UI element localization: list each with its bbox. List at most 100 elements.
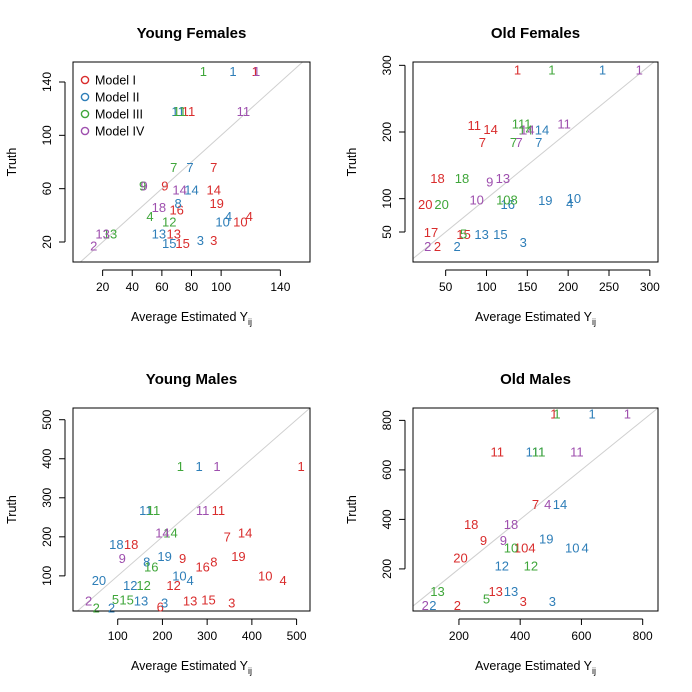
x-tick-label: 300 — [640, 280, 660, 294]
data-point: 12 — [495, 558, 509, 573]
data-point: 108 — [496, 193, 518, 208]
x-tick-label: 50 — [439, 280, 453, 294]
data-point: 4 — [581, 540, 588, 555]
y-axis-label: Truth — [345, 148, 359, 177]
plot-frame — [72, 407, 311, 612]
legend-label: Model III — [95, 108, 143, 122]
data-point: 10 — [565, 540, 579, 555]
panel-title: Old Males — [500, 371, 571, 388]
data-point: 19 — [231, 549, 245, 564]
data-point: 19 — [539, 532, 553, 547]
data-point: 5 — [112, 592, 119, 607]
data-point: 11 — [570, 445, 584, 460]
data-point: 16 — [195, 559, 209, 574]
data-point: 13 — [134, 594, 148, 609]
x-axis-label: Average Estimated Yij — [131, 659, 252, 676]
data-point: 7 — [224, 529, 231, 544]
reference-line — [413, 408, 658, 607]
data-point: 8 — [210, 555, 217, 570]
y-tick-label: 300 — [380, 55, 394, 75]
x-axis: 50 100 150 200 250 300 Average Estimated Yij — [439, 269, 660, 327]
data-point: 10 — [215, 215, 229, 230]
data-point: 20 — [92, 573, 106, 588]
reference-line — [413, 62, 655, 260]
data-point: 3 — [520, 594, 527, 609]
data-point: 14 — [518, 123, 532, 138]
data-point: 13 — [474, 227, 488, 242]
data-point: 18 — [455, 171, 469, 186]
x-tick-label: 800 — [633, 629, 653, 643]
x-tick-label: 40 — [126, 280, 140, 294]
data-point: 9 — [480, 533, 487, 548]
data-point: 12 — [524, 558, 538, 573]
data-point: 11 — [173, 104, 187, 119]
data-point: 14 — [155, 525, 169, 540]
data-point: 111 — [526, 445, 546, 460]
data-point: 2 — [453, 239, 460, 254]
data-point: 4 — [146, 209, 153, 224]
x-axis: 20 40 60 80 100 140 Average Estimated Yij — [96, 269, 291, 327]
data-point: 10 — [233, 215, 247, 230]
x-tick-label: 200 — [152, 629, 172, 643]
data-point: 7 — [510, 135, 517, 150]
data-point: 4 — [187, 573, 194, 588]
data-point: 13 — [166, 227, 180, 242]
data-point: 11 — [182, 104, 196, 119]
data-point: 14 — [520, 123, 534, 138]
data-point: 1 — [195, 459, 202, 474]
x-tick-label: 100 — [108, 629, 128, 643]
data-point: 14 — [163, 525, 177, 540]
x-tick-label: 20 — [96, 280, 110, 294]
data-point: 18 — [124, 537, 138, 552]
panel-title: Young Females — [137, 25, 247, 42]
data-point: 16 — [169, 203, 183, 218]
legend: Model I Model II Model III Model IV — [80, 74, 145, 139]
data-point: 9 — [161, 179, 168, 194]
y-axis-label: Truth — [5, 495, 19, 524]
y-tick-label: 200 — [380, 559, 394, 579]
reference-line — [79, 62, 304, 262]
data-point: 15 — [162, 236, 176, 251]
data-point: 2 — [422, 598, 429, 613]
data-point: 1 — [589, 407, 596, 422]
data-point: 10 — [504, 540, 518, 555]
data-point: 1 — [297, 459, 304, 474]
data-point: 13 — [430, 584, 444, 599]
y-tick-label: 500 — [40, 409, 54, 429]
data-point: 1 — [553, 407, 560, 422]
y-axis: 20 60 100 140 Truth — [5, 72, 66, 249]
data-point: 18 — [464, 517, 478, 532]
panel-title: Old Females — [491, 25, 580, 42]
data-point: 13 — [488, 584, 502, 599]
data-point: 3 — [197, 233, 204, 248]
legend-label: Model II — [95, 91, 139, 105]
data-point: 16 — [144, 559, 158, 574]
data-point: 13 — [95, 227, 109, 242]
data-point: 1 — [253, 64, 260, 79]
x-tick-label: 80 — [185, 280, 199, 294]
y-axis-label: Truth — [345, 495, 359, 524]
y-tick-label: 50 — [380, 225, 394, 239]
x-tick-label: 300 — [197, 629, 217, 643]
data-point: 4 — [246, 209, 253, 224]
y-axis: 100 200 300 400 500 Truth — [5, 409, 66, 586]
data-point: 14 — [553, 497, 567, 512]
data-point: 10 — [172, 568, 186, 583]
data-point: 11 — [171, 104, 185, 119]
data-point: 4 — [280, 573, 287, 588]
data-point: 15 — [201, 593, 215, 608]
y-tick-label: 100 — [40, 566, 54, 586]
y-tick-label: 60 — [40, 182, 54, 196]
data-point: 3 — [210, 233, 217, 248]
data-point: 6 — [157, 600, 164, 615]
data-point: 1 — [599, 63, 606, 78]
data-point: 20 — [418, 197, 432, 212]
x-axis: 100 200 300 400 500 Average Estimated Yij — [108, 618, 307, 676]
data-point: 13 — [496, 171, 510, 186]
data-point: 13 — [152, 227, 166, 242]
data-point: 14 — [172, 183, 186, 198]
data-point: 15 — [456, 227, 470, 242]
x-tick-label: 200 — [558, 280, 578, 294]
